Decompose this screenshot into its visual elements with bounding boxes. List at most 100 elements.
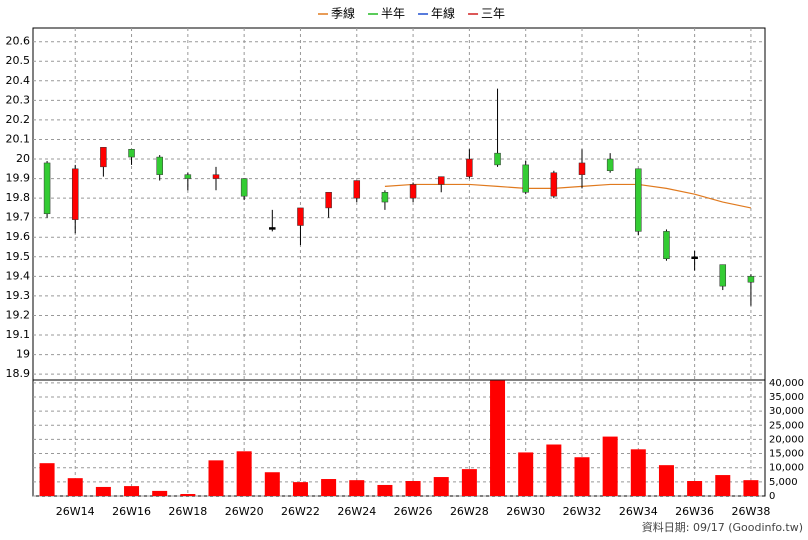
x-tick-label: 26W32 (563, 505, 602, 518)
y2-tick-label: 0 (769, 491, 775, 502)
candle-body (156, 156, 163, 175)
volume-bar (264, 472, 280, 496)
plot-frame (32, 27, 766, 497)
candle-body (437, 176, 445, 185)
candle-body (663, 231, 670, 260)
y-tick-label: 19.2 (6, 308, 31, 321)
y-tick-label: 19.4 (6, 269, 31, 282)
legend-label: 年線 (431, 6, 455, 21)
volume-bar (95, 486, 111, 496)
x-tick-label: 26W28 (450, 505, 489, 518)
y2-tick-label: 10,000 (769, 463, 804, 474)
volume-bar (39, 463, 55, 496)
y-tick-label: 19.7 (6, 211, 31, 224)
candle-body (494, 152, 501, 166)
volume-bar (546, 444, 562, 496)
footer: 資料日期: 09/17 (Goodinfo.tw) (642, 520, 803, 534)
candle-body (71, 168, 79, 220)
candle-body (325, 192, 332, 209)
y-tick-label: 19 (16, 348, 30, 361)
x-tick-label: 26W14 (56, 505, 95, 518)
x-tick-label: 26W22 (281, 505, 320, 518)
candle-body (550, 172, 558, 197)
y-tick-label: 20 (16, 152, 30, 165)
y2-tick-label: 5,000 (769, 477, 798, 488)
volume-bar (630, 449, 646, 496)
y-tick-label: 19.3 (6, 289, 31, 302)
y-tick-label: 20.2 (6, 113, 31, 126)
volume-bar (743, 480, 759, 496)
volume-bar (377, 484, 393, 496)
y-tick-label: 19.5 (6, 250, 31, 263)
y-tick-label: 20.3 (6, 93, 31, 106)
volume-bar (152, 490, 168, 496)
candle-body (606, 158, 614, 172)
candle-body (466, 158, 473, 177)
y-tick-label: 19.8 (6, 191, 31, 204)
volume-bar (461, 469, 477, 496)
legend-label: 半年 (381, 7, 405, 21)
candle-body (100, 147, 107, 168)
legend-label: 季線 (331, 6, 355, 21)
candle-body (747, 276, 755, 283)
volume-bar (124, 486, 140, 496)
candle-body (269, 227, 276, 230)
y2-tick-label: 35,000 (769, 392, 804, 403)
candle-body (212, 174, 220, 179)
candle-body (240, 178, 248, 197)
volume-bar (687, 481, 703, 496)
volume-bar (180, 494, 196, 496)
volume-bar (292, 482, 308, 496)
y-tick-label: 20.5 (6, 54, 31, 67)
y-tick-label: 20.6 (6, 35, 31, 48)
volume-bar (208, 460, 224, 496)
volume-bar (490, 380, 506, 496)
y-tick-label: 19.6 (6, 230, 31, 243)
candle-body (43, 162, 51, 215)
x-tick-label: 26W26 (394, 505, 433, 518)
candle-body (297, 207, 304, 226)
x-tick-label: 26W18 (168, 505, 207, 518)
y2-tick-label: 15,000 (769, 449, 804, 460)
volume-bar (67, 478, 83, 496)
candle-body (635, 168, 642, 232)
x-tick-label: 26W16 (112, 505, 151, 518)
volume-bar (658, 465, 674, 496)
x-tick-label: 26W34 (619, 505, 658, 518)
x-tick-label: 26W30 (506, 505, 545, 518)
candle-body (719, 264, 727, 287)
ma-line (384, 183, 752, 209)
x-tick-label: 26W36 (675, 505, 714, 518)
x-tick-label: 26W24 (337, 505, 376, 518)
y2-tick-label: 20,000 (769, 434, 804, 445)
volume-bar (321, 479, 337, 496)
candle-body (691, 256, 698, 260)
y-tick-label: 20.4 (6, 74, 31, 87)
legend-label: 三年 (481, 7, 505, 21)
y-tick-label: 18.9 (6, 367, 31, 380)
y2-tick-label: 30,000 (769, 406, 804, 417)
x-tick-label: 26W20 (225, 505, 264, 518)
volume-bar (433, 477, 449, 496)
candle-body (578, 162, 586, 175)
candle-body (409, 184, 417, 199)
candle-body (353, 180, 361, 199)
volume-bar (236, 451, 252, 496)
volume-bar (349, 480, 365, 496)
volume-bar (574, 457, 590, 496)
candle-body (381, 192, 389, 203)
y2-tick-label: 40,000 (769, 378, 804, 389)
volume-bar (405, 481, 421, 496)
volume-bar (518, 452, 534, 496)
candle-body (522, 164, 529, 193)
y-tick-label: 20.1 (6, 132, 31, 145)
y-tick-label: 19.1 (6, 328, 31, 341)
y2-tick-label: 25,000 (769, 420, 804, 431)
volume-bar (602, 436, 618, 496)
candle-body (128, 148, 135, 158)
y-tick-label: 19.9 (6, 172, 31, 185)
volume-bar (715, 475, 731, 496)
x-tick-label: 26W38 (731, 505, 770, 518)
candle-body (184, 174, 192, 179)
